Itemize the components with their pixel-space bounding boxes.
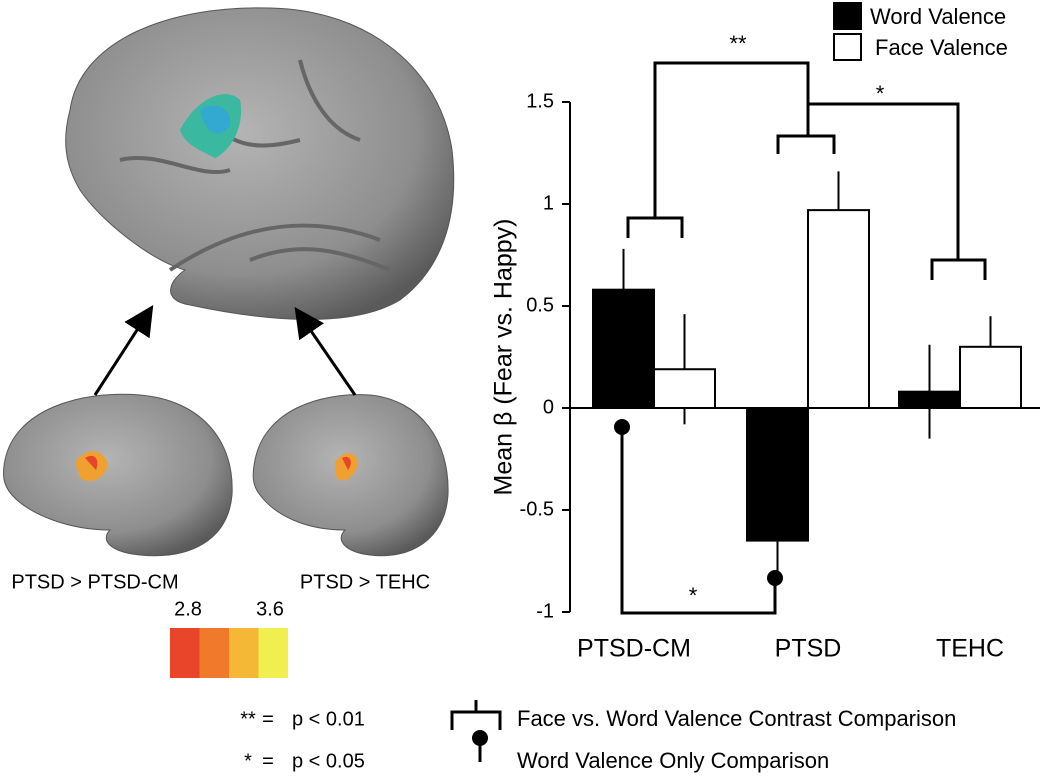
comparison-dot (614, 419, 630, 435)
bracket (620, 428, 777, 615)
legend-swatch (833, 33, 862, 61)
bar (959, 345, 1022, 409)
key-symbol: * (244, 750, 252, 772)
colorbar-cell (229, 628, 259, 678)
brain-large (65, 7, 455, 320)
y-axis-label: Mean β (Fear vs. Happy) (490, 219, 518, 496)
y-tick-label: 1.5 (526, 90, 554, 112)
colorbar-cell (199, 628, 229, 678)
legend-label: Face Valence (875, 35, 1008, 60)
colorbar-label: 2.8 (174, 598, 202, 620)
arrow (93, 304, 154, 396)
key-item: Word Valence Only Comparison (517, 748, 829, 773)
lollipop-icon (472, 730, 488, 746)
bracket-icon (450, 700, 502, 730)
bracket (626, 61, 836, 238)
bar-chart: -1 -0.5 0 0.5 1 1.5 Mean β (Fear vs. Happy) PTS… (490, 2, 1040, 663)
bar (653, 368, 716, 409)
y-tick-label: 0 (543, 396, 554, 418)
colorbar-cell (170, 628, 200, 678)
comparison-dot (767, 570, 783, 586)
x-tick-label: TEHC (936, 635, 1004, 663)
panel-label: PTSD > TEHC (300, 571, 430, 593)
key-item: Face vs. Word Valence Contrast Compariso… (517, 706, 956, 731)
bracket (808, 102, 987, 280)
colorbar: 2.8 3.6 (170, 598, 288, 678)
panel-label: PTSD > PTSD-CM (11, 571, 178, 593)
y-tick-label: 0.5 (526, 294, 554, 316)
x-tick-label: PTSD-CM (577, 635, 691, 663)
bar (898, 390, 961, 409)
y-tick-label: -0.5 (520, 498, 554, 520)
brain-small-1 (3, 393, 233, 557)
legend-label: Word Valence (870, 4, 1006, 29)
y-tick-label: 1 (543, 192, 554, 214)
bar (592, 288, 655, 409)
significance: * (689, 583, 698, 608)
key-symbol: ** (240, 708, 256, 730)
bar (746, 407, 809, 542)
key: ** = p < 0.01 * = p < 0.05 Face vs. Word… (240, 700, 956, 773)
colorbar-cell (258, 628, 288, 678)
key-text: p < 0.05 (292, 750, 365, 772)
key-eq: = (262, 708, 274, 730)
bar (807, 209, 870, 409)
significance: * (876, 81, 885, 106)
colorbar-label: 3.6 (256, 598, 284, 620)
key-eq: = (262, 750, 274, 772)
key-text: p < 0.01 (292, 708, 365, 730)
arrow (294, 307, 357, 396)
legend-swatch (833, 2, 862, 30)
brain-small-2 (252, 394, 449, 557)
y-tick-label: -1 (536, 600, 554, 622)
x-tick-label: PTSD (775, 635, 842, 663)
significance: ** (729, 31, 747, 56)
